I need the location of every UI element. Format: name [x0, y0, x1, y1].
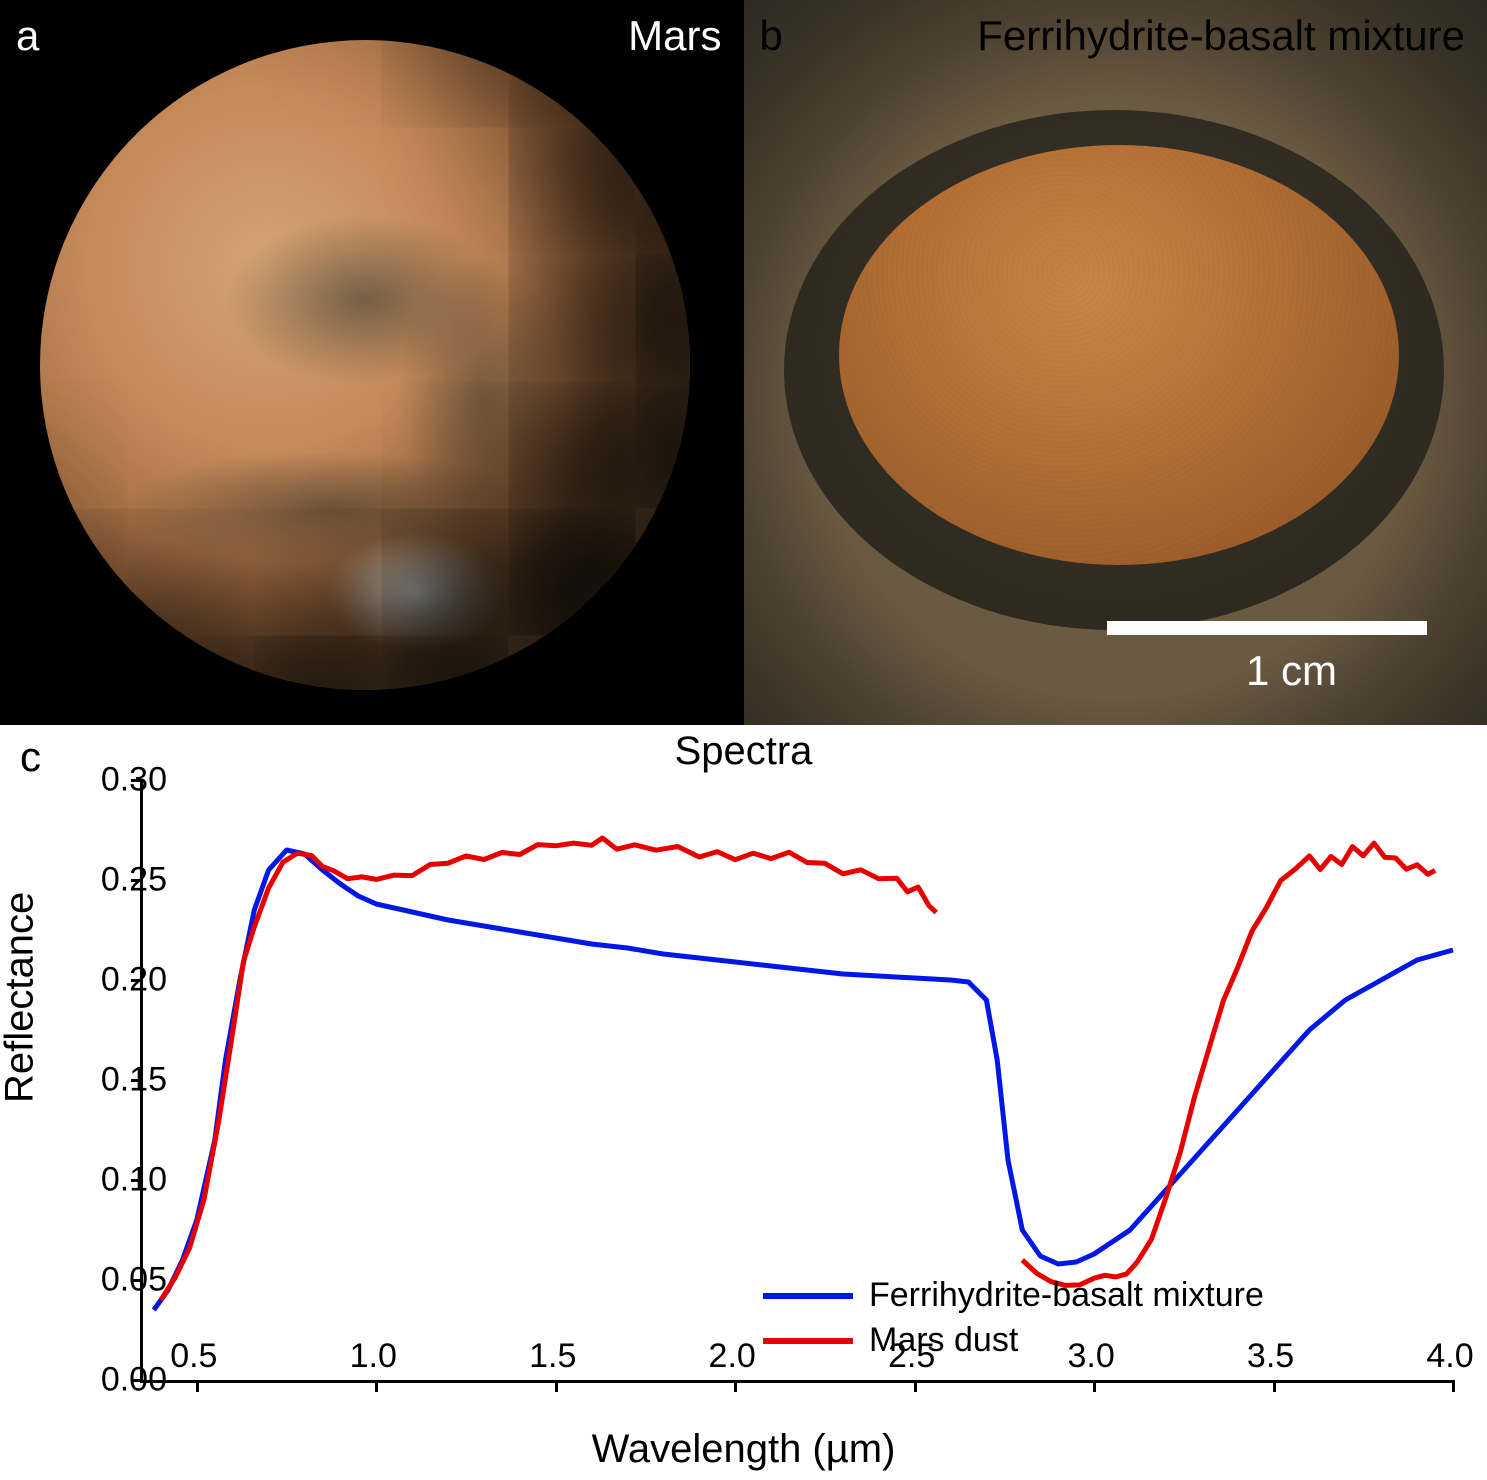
panel-a-letter: a	[16, 12, 39, 60]
y-tick-label: 0.05	[57, 1261, 167, 1300]
legend-swatch	[763, 1338, 853, 1344]
y-tick-label: 0.30	[57, 761, 167, 800]
x-tick	[1093, 1380, 1096, 1392]
top-row: a Mars b Ferrihydrite-basalt mixture 1 c…	[0, 0, 1487, 725]
x-tick-label: 4.0	[1426, 1337, 1473, 1376]
y-axis-title: Reflectance	[0, 891, 43, 1102]
mars-globe-image	[40, 40, 690, 690]
x-tick	[914, 1380, 917, 1392]
panel-b-letter: b	[760, 12, 783, 60]
powder-sample	[839, 145, 1399, 565]
legend-label: Ferrihydrite-basalt mixture	[869, 1276, 1264, 1315]
y-tick-label: 0.00	[57, 1361, 167, 1400]
x-tick-label: 3.0	[1067, 1337, 1114, 1376]
y-tick-label: 0.20	[57, 961, 167, 1000]
y-tick-label: 0.10	[57, 1161, 167, 1200]
x-tick-label: 0.5	[170, 1337, 217, 1376]
scalebar	[1107, 621, 1427, 635]
x-axis-title: Wavelength (µm)	[0, 1427, 1487, 1472]
x-tick-label: 1.5	[529, 1337, 576, 1376]
scalebar-label: 1 cm	[1246, 647, 1337, 695]
figure-root: a Mars b Ferrihydrite-basalt mixture 1 c…	[0, 0, 1487, 1480]
panel-a-label: Mars	[628, 12, 721, 60]
x-tick	[196, 1380, 199, 1392]
x-tick	[375, 1380, 378, 1392]
spectrum-line	[161, 838, 936, 1300]
plot-area: Ferrihydrite-basalt mixture Mars dust	[140, 780, 1453, 1383]
legend-row: Mars dust	[763, 1321, 1264, 1360]
chart-title: Spectra	[0, 729, 1487, 774]
spectrum-line	[1022, 843, 1435, 1285]
panel-a: a Mars	[0, 0, 744, 725]
x-tick	[555, 1380, 558, 1392]
x-tick-label: 1.0	[350, 1337, 397, 1376]
legend: Ferrihydrite-basalt mixture Mars dust	[763, 1270, 1264, 1360]
legend-row: Ferrihydrite-basalt mixture	[763, 1276, 1264, 1315]
x-tick	[1273, 1380, 1276, 1392]
x-tick	[1452, 1380, 1455, 1392]
panel-c: c Spectra Ferrihydrite-basalt mixtureMar…	[0, 725, 1487, 1480]
x-tick	[734, 1380, 737, 1392]
x-tick-label: 2.5	[888, 1337, 935, 1376]
panel-b: b Ferrihydrite-basalt mixture 1 cm	[744, 0, 1487, 725]
y-tick-label: 0.25	[57, 861, 167, 900]
y-tick-label: 0.15	[57, 1061, 167, 1100]
x-tick-label: 2.0	[709, 1337, 756, 1376]
legend-swatch	[763, 1293, 853, 1299]
panel-b-label: Ferrihydrite-basalt mixture	[977, 12, 1465, 60]
x-tick-label: 3.5	[1247, 1337, 1294, 1376]
